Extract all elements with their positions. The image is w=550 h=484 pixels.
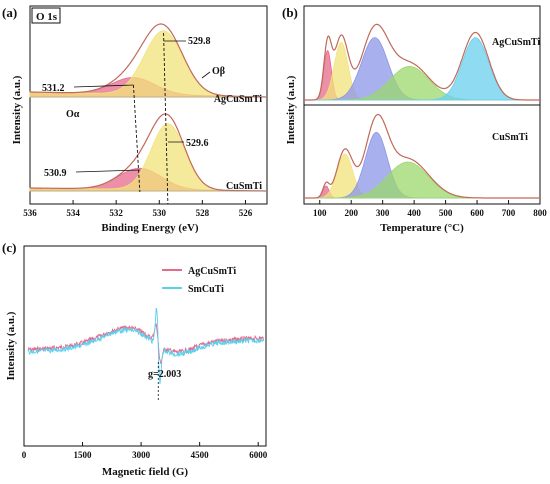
panel-c-legend-label: SmCuTi <box>188 284 224 295</box>
panel-c-xtick-label: 0 <box>22 450 27 460</box>
panel-a-xtick-label: 526 <box>239 208 253 218</box>
panel-a-sample-label: AgCuSmTi <box>214 94 262 105</box>
panel-b-xtick-label: 400 <box>407 208 421 218</box>
panel-a-xtick-label: 528 <box>196 208 210 218</box>
panel-a-envelope-0 <box>30 23 267 98</box>
panel-c: (c) AgCuSmTi SmCuTi g=2.003 0 1500 3000 4500 6… <box>2 240 268 478</box>
panel-c-series-1 <box>27 307 265 385</box>
panel-b-envelope-1 <box>304 113 540 199</box>
panel-a-label: (a) <box>2 5 17 20</box>
panel-b-sample-label: AgCuSmTi <box>492 37 540 48</box>
panel-a-annotation: Oα <box>66 109 80 120</box>
panel-b-xtick-label: 500 <box>439 208 453 218</box>
panel-a-peak-0-1 <box>29 30 267 98</box>
panel-b: (b) AgCuSmTi CuSmTi 100 200 300 400 500 600 700… <box>282 5 547 234</box>
panel-a-xtick-label: 532 <box>109 208 123 218</box>
panel-a-annotation: Oβ <box>212 66 225 77</box>
panel-a-peak-label: 530.9 <box>44 168 67 179</box>
panel-a-inset-box <box>31 7 61 24</box>
panel-c-frame <box>23 245 267 447</box>
panel-a-peak-label: 531.2 <box>42 83 65 94</box>
panel-b-xlabel: Temperature (°C) <box>380 222 464 234</box>
panel-b-xtick-label: 300 <box>376 208 390 218</box>
panel-a-peak-label: 529.6 <box>186 138 209 149</box>
panel-a-peak-arrow <box>73 84 134 88</box>
panel-c-annotation: g=2.003 <box>148 369 181 380</box>
panel-b-sample-label: CuSmTi <box>492 132 528 143</box>
panel-c-xtick-label: 1500 <box>74 450 93 460</box>
panel-c-label: (c) <box>2 240 16 255</box>
panel-a-xtick-label: 536 <box>23 208 37 218</box>
panel-c-xtick-label: 3000 <box>132 450 151 460</box>
panel-a: (a) O 1s AgCuSmTi CuSmTi 529.8 531.2 529.6 53… <box>2 5 268 234</box>
panel-a-inset-label: O 1s <box>36 11 58 23</box>
panel-c-legend-label: AgCuSmTi <box>188 266 236 277</box>
panel-c-xtick-label: 6000 <box>249 450 268 460</box>
panel-b-xtick-label: 100 <box>313 208 327 218</box>
panel-b-xtick-label: 700 <box>502 208 516 218</box>
panel-a-frame <box>29 5 268 205</box>
panel-a-xtick-label: 534 <box>66 208 80 218</box>
panel-c-xtick-label: 4500 <box>191 450 210 460</box>
panel-b-label: (b) <box>282 5 298 20</box>
panel-a-envelope-1 <box>30 113 267 192</box>
panel-a-annotation-line <box>201 71 211 79</box>
panel-b-xtick-label: 200 <box>344 208 358 218</box>
panel-a-sample-label: CuSmTi <box>226 181 262 192</box>
panel-a-peak-label: 529.8 <box>188 36 211 47</box>
panel-a-dashed-guide <box>132 84 141 193</box>
panel-c-xlabel: Magnetic field (G) <box>102 466 188 478</box>
panel-a-xtick-label: 530 <box>153 208 167 218</box>
panel-a-dashed-guide <box>163 32 169 205</box>
panel-c-ylabel: Intensity (a.u.) <box>5 311 17 380</box>
panel-b-ylabel: Intensity (a.u.) <box>285 75 297 144</box>
panel-b-xtick-label: 600 <box>470 208 484 218</box>
panel-b-envelope-0 <box>304 23 540 101</box>
panel-a-peak-arrow <box>75 169 140 173</box>
panel-a-xlabel: Binding Energy (eV) <box>101 222 199 234</box>
panel-a-ylabel: Intensity (a.u.) <box>11 75 23 144</box>
panel-b-xtick-label: 800 <box>533 208 547 218</box>
